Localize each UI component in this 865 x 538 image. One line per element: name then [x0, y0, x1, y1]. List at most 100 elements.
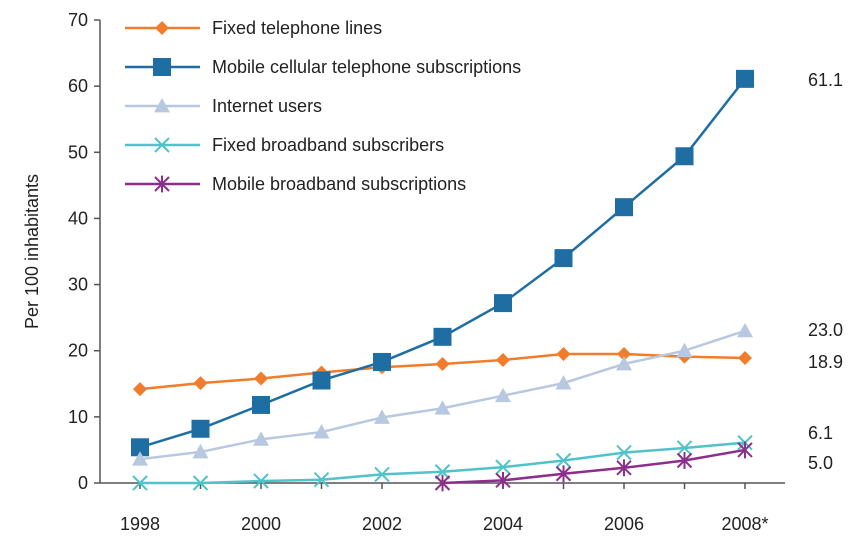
data-point	[252, 395, 270, 414]
data-point	[191, 419, 210, 438]
data-point	[435, 356, 450, 371]
x-axis: 1998 2000 2002 2004 2006 2008*	[100, 482, 785, 534]
y-axis-title: Per 100 inhabitants	[22, 174, 42, 329]
legend: Fixed telephone lines Mobile cellular tel…	[125, 18, 521, 194]
data-point	[192, 475, 209, 491]
data-point	[495, 471, 511, 489]
data-point	[131, 438, 149, 457]
series-line	[442, 448, 746, 485]
y-tick-label: 30	[68, 275, 88, 295]
data-point-stroke	[253, 473, 269, 489]
data-point-stroke	[313, 471, 330, 488]
legend-label: Internet users	[212, 96, 322, 116]
end-value-label: 18.9	[808, 352, 843, 372]
data-point	[676, 342, 693, 358]
data-point	[133, 382, 147, 397]
legend-label: Fixed broadband subscribers	[212, 135, 444, 155]
data-point	[154, 137, 170, 153]
data-point-stroke	[154, 137, 170, 153]
data-point	[555, 465, 572, 483]
data-point	[737, 441, 753, 459]
data-point	[616, 459, 632, 477]
end-value-label: 5.0	[808, 453, 833, 473]
legend-label: Fixed telephone lines	[212, 18, 382, 38]
data-point	[495, 459, 511, 475]
y-tick-label: 10	[68, 407, 88, 427]
series-4	[434, 441, 753, 492]
data-point	[193, 376, 208, 391]
data-point	[555, 452, 572, 469]
y-tick-label: 40	[68, 208, 88, 228]
data-point	[312, 371, 331, 390]
end-value-label: 6.1	[808, 423, 833, 443]
data-point	[736, 69, 754, 88]
data-point	[313, 471, 330, 488]
data-point	[155, 21, 169, 35]
data-point	[154, 98, 170, 113]
series-0	[133, 347, 752, 397]
data-point	[676, 440, 693, 456]
end-value-label: 23.0	[808, 320, 843, 340]
data-point	[153, 58, 171, 76]
data-point	[132, 451, 148, 466]
series-layer	[131, 69, 754, 492]
data-point	[253, 431, 269, 446]
data-point-stroke	[555, 452, 572, 469]
legend-item: Fixed broadband subscribers	[125, 135, 444, 155]
data-point	[556, 347, 571, 362]
x-tick-label: 2006	[604, 514, 644, 534]
x-tick-label: 2004	[483, 514, 523, 534]
x-tick-label: 2000	[241, 514, 281, 534]
data-point	[616, 355, 632, 371]
end-labels: 18.9 61.1 23.0 6.1 5.0	[808, 70, 843, 473]
legend-item: Mobile broadband subscriptions	[125, 174, 466, 194]
end-value-label: 61.1	[808, 70, 843, 90]
legend-item: Fixed telephone lines	[125, 18, 382, 38]
data-point	[675, 147, 694, 166]
data-point-stroke	[132, 475, 148, 491]
y-tick-label: 50	[68, 142, 88, 162]
data-point	[676, 452, 693, 469]
legend-item: Internet users	[125, 96, 322, 116]
data-point-stroke	[374, 466, 390, 483]
data-point	[617, 347, 631, 362]
data-point	[554, 249, 573, 268]
data-point	[154, 175, 170, 193]
x-tick-label: 2002	[362, 514, 402, 534]
data-point	[374, 466, 390, 483]
data-point-stroke	[434, 464, 451, 480]
series-3	[132, 434, 753, 491]
legend-label: Mobile cellular telephone subscriptions	[212, 57, 521, 77]
data-point	[494, 294, 512, 313]
data-point	[373, 352, 391, 371]
legend-label: Mobile broadband subscriptions	[212, 174, 466, 194]
y-tick-label: 60	[68, 76, 88, 96]
y-tick-label: 70	[68, 10, 88, 30]
data-point	[496, 352, 510, 367]
legend-item: Mobile cellular telephone subscriptions	[125, 57, 521, 77]
series-line	[139, 329, 746, 461]
data-point	[254, 371, 268, 386]
data-point-stroke	[192, 475, 209, 491]
data-point	[253, 473, 269, 489]
series-2	[132, 322, 753, 466]
data-point-stroke	[676, 440, 693, 456]
y-tick-label: 0	[78, 473, 88, 493]
data-point	[495, 387, 511, 403]
data-point	[374, 409, 390, 424]
data-point	[132, 475, 148, 491]
data-point	[434, 464, 451, 480]
data-point	[616, 444, 632, 461]
x-tick-label: 2008*	[721, 514, 768, 534]
x-tick-label: 1998	[120, 514, 160, 534]
data-point	[192, 443, 209, 459]
y-axis: 0 10 20 30 40 50 60 70	[68, 10, 101, 493]
data-point	[434, 474, 451, 492]
data-point-stroke	[616, 444, 632, 461]
data-point	[738, 350, 752, 365]
data-point-stroke	[495, 459, 511, 475]
data-point	[313, 424, 330, 439]
y-tick-label: 20	[68, 341, 88, 361]
data-point	[555, 375, 572, 390]
